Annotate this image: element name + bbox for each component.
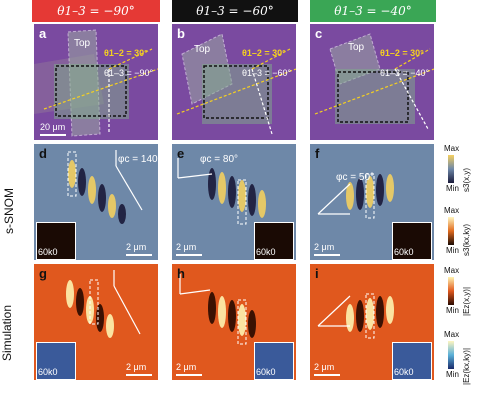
inset-f <box>392 222 432 260</box>
panel-d: d φc = 140° 60k0 2 μm <box>34 144 158 260</box>
panel-f: f φc = 50° 60k0 2 μm <box>310 144 434 260</box>
theta12-a: θ1–2 = 30° <box>104 48 148 58</box>
scalebar-g: 2 μm <box>126 362 147 372</box>
scalebar-f: 2 μm <box>314 242 335 252</box>
panel-label-b: b <box>177 26 185 41</box>
theta13-a: θ1–3 = −90° <box>104 68 154 78</box>
top-label-a: Top <box>74 38 91 49</box>
panel-label-e: e <box>177 146 185 161</box>
panel-label-d: d <box>39 146 47 161</box>
row-label-snom: s-SNOM <box>2 188 16 234</box>
top-label-b: Top <box>194 44 211 55</box>
inset-label-i: 60k0 <box>394 367 414 377</box>
snom-image-e <box>172 144 296 260</box>
optical-image-a <box>34 24 158 140</box>
colorbar-1-name: s3(x,y) <box>462 168 471 192</box>
colorbar-2-max: Max <box>444 206 460 215</box>
colorbar-2-name: s3(kx,ky) <box>462 224 471 256</box>
theta12-b: θ1–2 = 30° <box>242 48 286 58</box>
colorbar-3-max: Max <box>444 266 460 275</box>
colorbar-3-min: Min <box>446 306 459 315</box>
inset-label-e: 60k0 <box>256 247 276 257</box>
colorbar-4-max: Max <box>444 330 460 339</box>
theta13-c: θ1–3 = −40° <box>380 68 430 78</box>
scalebar-line-a <box>40 134 66 136</box>
panel-label-i: i <box>315 266 319 281</box>
inset-label-g: 60k0 <box>38 367 58 377</box>
phi-f: φc = 50° <box>336 172 375 183</box>
colorbar-1 <box>448 155 454 183</box>
top-label-c: Top <box>348 42 365 53</box>
panel-label-c: c <box>315 26 323 41</box>
scalebar-e: 2 μm <box>176 242 197 252</box>
column-header-1: θ1–3 = −90° <box>32 0 160 22</box>
inset-h <box>254 342 294 380</box>
colorbar-4-min: Min <box>446 370 459 379</box>
panel-b: b Top θ1–2 = 30° θ1–3 = −60° <box>172 24 296 140</box>
panel-label-h: h <box>177 266 185 281</box>
scalebar-line-i <box>314 374 340 376</box>
panel-c: c Top θ1–2 = 30° θ1–3 = −40° <box>310 24 434 140</box>
panel-label-a: a <box>39 26 47 41</box>
colorbar-4 <box>448 341 454 369</box>
scalebar-line-e <box>176 254 202 256</box>
panel-i: i 60k0 2 μm <box>310 264 434 380</box>
optical-image-c <box>310 24 434 140</box>
colorbar-2 <box>448 217 454 245</box>
colorbar-3-name: |Ez(x,y)| <box>462 286 471 316</box>
inset-label-h: 60k0 <box>256 367 276 377</box>
panel-label-g: g <box>39 266 47 281</box>
inset-label-d: 60k0 <box>38 247 58 257</box>
optical-image-b <box>172 24 296 140</box>
colorbar-3 <box>448 277 454 305</box>
scalebar-line-g <box>126 374 152 376</box>
scalebar-line-f <box>314 254 340 256</box>
panel-g: g 60k0 2 μm <box>34 264 158 380</box>
panel-label-f: f <box>315 146 320 161</box>
scalebar-line-d <box>126 254 152 256</box>
colorbar-4-name: |Ez(kx,ky)| <box>462 347 471 385</box>
panel-a: a Top θ1–2 = 30° θ1–3 = −90° 20 μm <box>34 24 158 140</box>
panel-h: h 60k0 2 μm <box>172 264 296 380</box>
theta12-c: θ1–2 = 30° <box>380 48 424 58</box>
inset-i <box>392 342 432 380</box>
inset-label-f: 60k0 <box>394 247 414 257</box>
column-header-2: θ1–3 = −60° <box>172 0 298 22</box>
scalebar-line-h <box>176 374 202 376</box>
row-label-simulation: Simulation <box>0 304 14 362</box>
scalebar-h: 2 μm <box>176 362 197 372</box>
colorbar-1-min: Min <box>446 184 459 193</box>
inset-e <box>254 222 294 260</box>
theta13-b: θ1–3 = −60° <box>242 68 292 78</box>
scalebar-i: 2 μm <box>314 362 335 372</box>
colorbar-1-max: Max <box>444 144 460 153</box>
column-header-3: θ1–3 = −40° <box>310 0 436 22</box>
phi-d: φc = 140° <box>118 154 158 165</box>
inset-d <box>36 222 76 260</box>
scalebar-d: 2 μm <box>126 242 147 252</box>
colorbar-2-min: Min <box>446 246 459 255</box>
inset-g <box>36 342 76 380</box>
scalebar-a: 20 μm <box>40 122 66 132</box>
panel-e: e φc = 80° 60k0 2 μm <box>172 144 296 260</box>
phi-e: φc = 80° <box>200 154 239 165</box>
